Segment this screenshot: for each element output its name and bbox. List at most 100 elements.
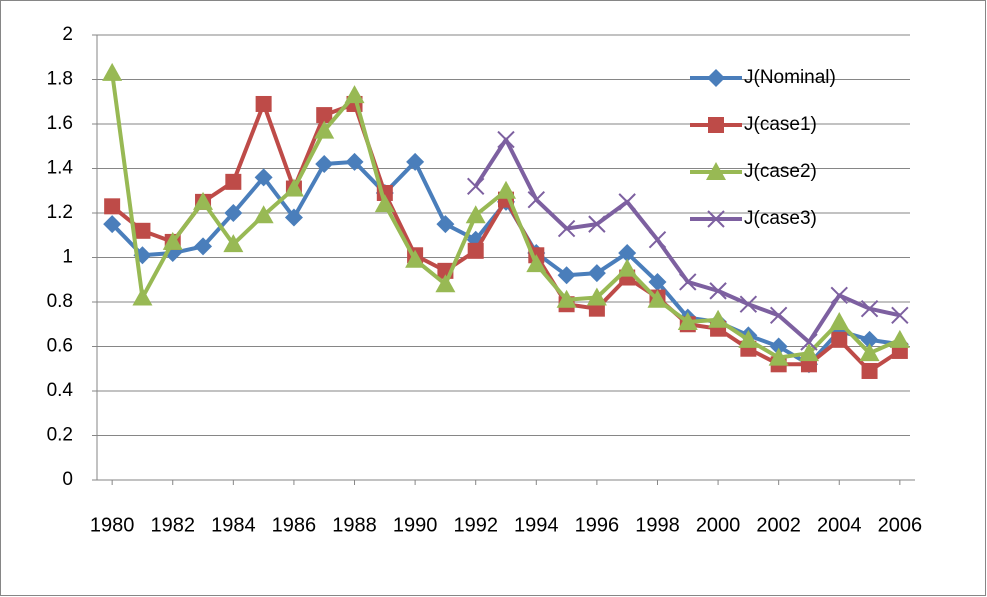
legend-marker xyxy=(707,69,725,87)
y-tick-label: 0 xyxy=(62,469,73,490)
y-tick-label: 1 xyxy=(62,247,73,268)
marker xyxy=(345,152,364,171)
marker xyxy=(557,219,576,238)
marker xyxy=(798,343,819,362)
x-tick-label: 2004 xyxy=(817,514,862,536)
marker xyxy=(406,152,425,171)
x-tick-label: 1998 xyxy=(635,514,680,536)
marker xyxy=(103,215,122,234)
marker xyxy=(829,312,850,331)
marker xyxy=(800,333,818,351)
marker xyxy=(679,273,697,291)
marker xyxy=(194,237,213,256)
marker xyxy=(224,204,243,222)
y-tick-label: 0.2 xyxy=(47,425,73,446)
marker xyxy=(253,205,274,224)
marker xyxy=(739,295,758,313)
y-tick-label: 1.4 xyxy=(47,158,74,179)
marker xyxy=(859,343,880,362)
marker xyxy=(860,330,879,349)
marker xyxy=(830,286,848,305)
x-tick-label: 1984 xyxy=(211,514,256,536)
marker xyxy=(647,289,668,308)
marker xyxy=(283,178,304,197)
marker xyxy=(617,258,638,277)
marker xyxy=(648,230,667,249)
x-tick-label: 1994 xyxy=(514,514,559,536)
marker xyxy=(254,168,273,187)
legend-label: J(case2) xyxy=(744,161,817,182)
marker xyxy=(677,312,698,331)
x-tick-label: 2002 xyxy=(756,514,801,536)
marker xyxy=(738,329,759,348)
marker xyxy=(134,222,151,239)
x-tick-label: 2000 xyxy=(696,514,741,536)
marker xyxy=(102,62,123,81)
marker xyxy=(314,120,335,139)
legend-marker xyxy=(706,162,726,180)
x-tick-label: 1996 xyxy=(575,514,620,536)
marker xyxy=(708,309,729,328)
marker xyxy=(223,234,244,253)
marker xyxy=(104,198,121,215)
marker xyxy=(889,329,910,348)
marker xyxy=(467,242,484,259)
marker xyxy=(648,272,667,291)
marker xyxy=(315,155,334,174)
marker xyxy=(768,347,789,366)
y-tick-label: 1.2 xyxy=(47,202,73,223)
marker xyxy=(344,85,365,104)
marker xyxy=(162,231,183,250)
marker xyxy=(496,180,516,199)
legend-label: J(case3) xyxy=(744,208,817,229)
marker xyxy=(831,331,848,348)
marker xyxy=(316,107,333,124)
marker xyxy=(891,306,909,325)
marker xyxy=(284,208,303,227)
x-tick-label: 1986 xyxy=(272,514,317,536)
marker xyxy=(586,287,607,306)
legend-label: J(case1) xyxy=(744,114,817,135)
marker xyxy=(436,215,455,234)
y-tick-label: 0.6 xyxy=(47,336,73,357)
marker xyxy=(435,274,456,293)
marker xyxy=(587,264,606,283)
marker xyxy=(465,205,486,224)
x-tick-label: 2006 xyxy=(878,514,923,536)
marker xyxy=(709,282,727,300)
x-tick-label: 1990 xyxy=(393,514,438,536)
marker xyxy=(526,254,547,273)
marker xyxy=(588,215,606,233)
y-tick-label: 0.4 xyxy=(47,380,74,401)
x-tick-label: 1988 xyxy=(332,514,377,536)
legend-marker xyxy=(708,117,724,133)
marker xyxy=(466,177,485,196)
x-tick-label: 1992 xyxy=(453,514,498,536)
marker xyxy=(618,193,636,211)
y-tick-label: 2 xyxy=(62,24,73,45)
y-tick-label: 1.8 xyxy=(47,69,73,90)
marker xyxy=(860,299,879,318)
x-tick-label: 1982 xyxy=(150,514,195,536)
marker xyxy=(405,249,426,268)
marker xyxy=(132,287,153,306)
marker xyxy=(193,191,214,210)
y-tick-label: 0.8 xyxy=(47,291,73,312)
marker xyxy=(225,173,242,190)
marker xyxy=(374,194,395,213)
marker xyxy=(497,130,515,149)
marker xyxy=(527,190,546,209)
x-tick-label: 1980 xyxy=(90,514,135,536)
y-tick-label: 1.6 xyxy=(47,113,73,134)
marker xyxy=(556,289,577,308)
marker xyxy=(769,306,788,325)
marker xyxy=(861,362,878,379)
marker xyxy=(255,95,272,112)
marker xyxy=(769,337,788,356)
marker xyxy=(618,244,637,263)
legend-marker xyxy=(707,210,725,228)
marker xyxy=(557,266,576,285)
